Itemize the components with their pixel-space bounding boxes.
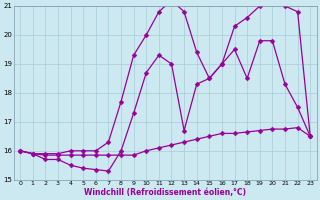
X-axis label: Windchill (Refroidissement éolien,°C): Windchill (Refroidissement éolien,°C) xyxy=(84,188,246,197)
